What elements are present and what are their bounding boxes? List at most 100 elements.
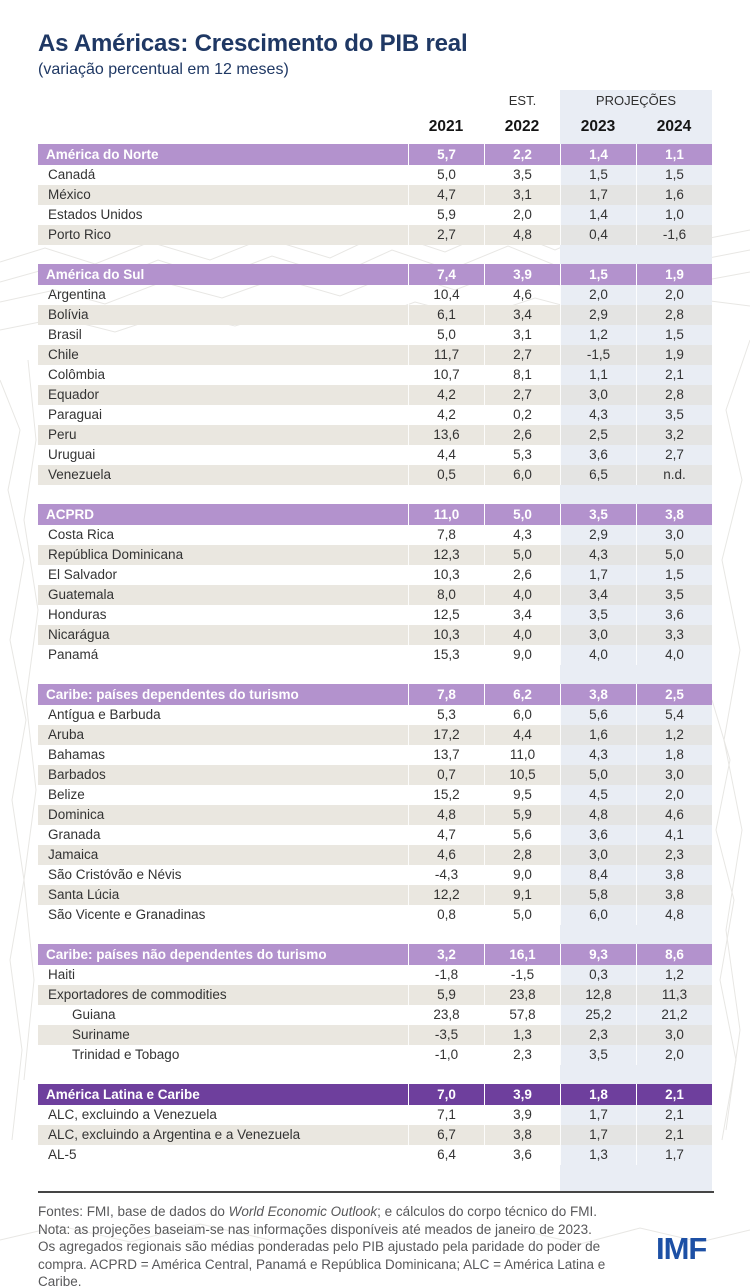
table-row: Chile 11,7 2,7 -1,5 1,9 bbox=[38, 345, 712, 365]
row-value: 1,2 bbox=[560, 325, 636, 345]
year-header-2021: 2021 bbox=[428, 118, 464, 135]
table-row: Exportadores de commodities 5,9 23,8 12,8 11… bbox=[38, 985, 712, 1005]
row-label: Canadá bbox=[48, 167, 96, 182]
row-value: 5,0 bbox=[484, 545, 560, 565]
table-row: Uruguai 4,4 5,3 3,6 2,7 bbox=[38, 445, 712, 465]
row-label: ALC, excluindo a Venezuela bbox=[48, 1107, 217, 1122]
section-aggregate-value: 3,8 bbox=[636, 504, 712, 525]
table-row: Costa Rica 7,8 4,3 2,9 3,0 bbox=[38, 525, 712, 545]
row-value: 2,8 bbox=[484, 845, 560, 865]
row-label: Honduras bbox=[48, 607, 107, 622]
footer-source-line: Fontes: FMI, base de dados do World Econ… bbox=[38, 1203, 638, 1221]
row-value: 1,8 bbox=[636, 745, 712, 765]
section-title: Caribe: países dependentes do turismo bbox=[46, 687, 299, 702]
section-title: América do Sul bbox=[46, 267, 145, 282]
row-value: 2,7 bbox=[408, 225, 484, 245]
table-section: América do Norte 5,7 2,2 1,4 1,1 Canadá 5,0 3,5… bbox=[38, 144, 712, 245]
row-value: 11,3 bbox=[636, 985, 712, 1005]
section-title: ACPRD bbox=[46, 507, 95, 522]
section-aggregate-value: 7,8 bbox=[408, 684, 484, 705]
section-aggregate-value: 3,5 bbox=[560, 504, 636, 525]
row-value: 2,0 bbox=[560, 285, 636, 305]
row-value: 23,8 bbox=[408, 1005, 484, 1025]
row-label: São Vicente e Granadinas bbox=[48, 907, 206, 922]
row-value: 6,4 bbox=[408, 1145, 484, 1165]
row-value: 8,1 bbox=[484, 365, 560, 385]
row-value: 4,4 bbox=[484, 725, 560, 745]
row-value: 11,0 bbox=[484, 745, 560, 765]
row-value: 5,3 bbox=[484, 445, 560, 465]
row-value: 3,6 bbox=[560, 825, 636, 845]
table-section: Caribe: países dependentes do turismo 7,8… bbox=[38, 684, 712, 925]
table-row: Belize 15,2 9,5 4,5 2,0 bbox=[38, 785, 712, 805]
table-row: El Salvador 10,3 2,6 1,7 1,5 bbox=[38, 565, 712, 585]
footer-source-suffix: ; e cálculos do corpo técnico do FMI. bbox=[377, 1204, 598, 1219]
row-value: 13,7 bbox=[408, 745, 484, 765]
row-value: 5,9 bbox=[484, 805, 560, 825]
table-row: México 4,7 3,1 1,7 1,6 bbox=[38, 185, 712, 205]
row-value: 3,5 bbox=[636, 405, 712, 425]
row-value: 0,7 bbox=[408, 765, 484, 785]
section-aggregate-value: 1,8 bbox=[560, 1084, 636, 1105]
row-value: 12,5 bbox=[408, 605, 484, 625]
row-value: 4,1 bbox=[636, 825, 712, 845]
row-value: 1,7 bbox=[560, 185, 636, 205]
section-aggregate-value: 3,9 bbox=[484, 1084, 560, 1105]
row-value: 6,7 bbox=[408, 1125, 484, 1145]
row-value: 4,3 bbox=[560, 405, 636, 425]
row-value: 2,9 bbox=[560, 305, 636, 325]
table-row: Porto Rico 2,7 4,8 0,4 -1,6 bbox=[38, 225, 712, 245]
section-aggregate-value: 16,1 bbox=[484, 944, 560, 965]
section-aggregate-value: 5,0 bbox=[484, 504, 560, 525]
row-label: ALC, excluindo a Argentina e a Venezuela bbox=[38, 1125, 408, 1145]
row-value: 1,5 bbox=[636, 325, 712, 345]
table-row: Suriname -3,5 1,3 2,3 3,0 bbox=[38, 1025, 712, 1045]
year-header-2022: 2022 bbox=[504, 118, 540, 135]
footer-source-prefix: Fontes: FMI, base de dados do bbox=[38, 1204, 229, 1219]
table-row: ALC, excluindo a Venezuela 7,1 3,9 1,7 2,1 bbox=[38, 1105, 712, 1125]
table-row: Guiana 23,8 57,8 25,2 21,2 bbox=[38, 1005, 712, 1025]
row-value: 3,4 bbox=[484, 605, 560, 625]
row-value: 4,2 bbox=[408, 385, 484, 405]
row-value: 3,5 bbox=[636, 585, 712, 605]
row-label: Nicarágua bbox=[38, 625, 408, 645]
row-label: Antígua e Barbuda bbox=[48, 707, 161, 722]
row-value: 3,8 bbox=[484, 1125, 560, 1145]
row-label: Venezuela bbox=[38, 465, 408, 485]
row-value: n.d. bbox=[636, 465, 712, 485]
table-row: Venezuela 0,5 6,0 6,5 n.d. bbox=[38, 465, 712, 485]
row-value: 2,9 bbox=[560, 525, 636, 545]
row-value: 3,5 bbox=[484, 165, 560, 185]
row-value: 2,1 bbox=[636, 1125, 712, 1145]
row-value: 2,6 bbox=[484, 565, 560, 585]
row-value: -1,5 bbox=[484, 965, 560, 985]
row-value: 1,3 bbox=[484, 1025, 560, 1045]
table-row: Trinidad e Tobago -1,0 2,3 3,5 2,0 bbox=[38, 1045, 712, 1065]
row-value: 4,6 bbox=[408, 845, 484, 865]
table-row: Granada 4,7 5,6 3,6 4,1 bbox=[38, 825, 712, 845]
row-value: 5,0 bbox=[408, 165, 484, 185]
row-value: 10,4 bbox=[408, 285, 484, 305]
row-value: 1,7 bbox=[560, 565, 636, 585]
section-aggregate-value: 5,7 bbox=[408, 144, 484, 165]
section-header-bar: ACPRD 11,0 5,0 3,5 3,8 bbox=[38, 504, 712, 525]
row-value: 2,1 bbox=[636, 365, 712, 385]
row-label: Guatemala bbox=[38, 585, 408, 605]
row-label: Guiana bbox=[72, 1007, 116, 1022]
row-value: 3,0 bbox=[636, 765, 712, 785]
row-value: 3,0 bbox=[560, 385, 636, 405]
row-value: 1,5 bbox=[636, 565, 712, 585]
row-label: Barbados bbox=[38, 765, 408, 785]
section-aggregate-value: 8,6 bbox=[636, 944, 712, 965]
row-value: -3,5 bbox=[408, 1025, 484, 1045]
table-row: Guatemala 8,0 4,0 3,4 3,5 bbox=[38, 585, 712, 605]
row-value: 9,0 bbox=[484, 865, 560, 885]
row-value: 0,8 bbox=[408, 905, 484, 925]
row-value: -1,6 bbox=[636, 225, 712, 245]
row-value: 4,7 bbox=[408, 185, 484, 205]
section-aggregate-value: 6,2 bbox=[484, 684, 560, 705]
row-value: 6,0 bbox=[560, 905, 636, 925]
row-value: 2,7 bbox=[484, 345, 560, 365]
table-section: América Latina e Caribe 7,0 3,9 1,8 2,1 ALC, … bbox=[38, 1084, 712, 1165]
